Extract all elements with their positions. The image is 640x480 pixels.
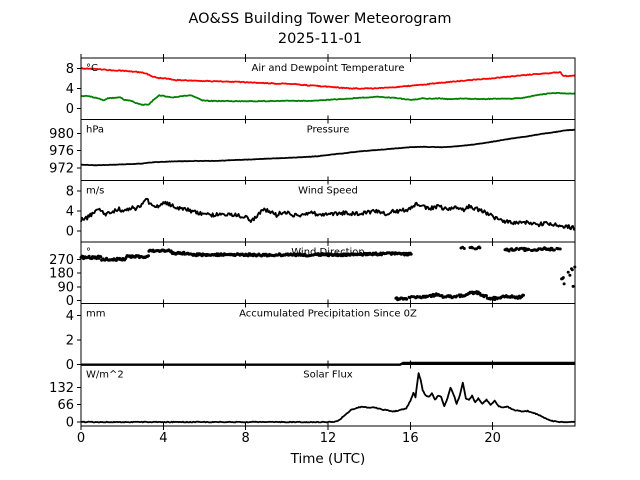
x-tick-label: 8 [242, 431, 250, 446]
series-pressure [81, 128, 576, 167]
panel-title-wind-direction: Wind Direction [291, 247, 365, 258]
panel-title-pressure: Pressure [307, 124, 350, 135]
y-tick-label: 0 [66, 224, 74, 239]
panel-unit-pressure: hPa [86, 124, 104, 135]
y-tick-label: 66 [57, 398, 74, 413]
y-tick-label: 90 [57, 280, 74, 295]
y-tick-label: 8 [66, 62, 74, 77]
x-axis-label: Time (UTC) [290, 451, 366, 467]
x-tick-label: 0 [77, 431, 85, 446]
y-tick-label: 976 [49, 144, 74, 159]
y-tick-label: 2 [66, 334, 74, 349]
panel-title-precipitation: Accumulated Precipitation Since 0Z [239, 308, 417, 319]
y-tick-label: 4 [66, 82, 74, 97]
panel-unit-wind-direction: ° [86, 247, 91, 258]
panel-unit-temperature: °C [86, 63, 98, 74]
y-tick-label: 270 [49, 253, 74, 268]
y-tick-label: 4 [66, 309, 74, 324]
panel-title-wind-speed: Wind Speed [298, 186, 358, 197]
series-dewpoint-temperature [80, 92, 576, 106]
y-tick-label: 0 [66, 358, 74, 373]
figure-title: AO&SS Building Tower Meteorogram [188, 11, 452, 27]
x-tick-label: 16 [402, 431, 419, 446]
panel-unit-solar-flux: W/m^2 [86, 370, 124, 381]
series-wind-speed [80, 197, 576, 231]
x-tick-label: 12 [320, 431, 337, 446]
y-tick-label: 0 [66, 102, 74, 117]
y-tick-label: 980 [49, 127, 74, 142]
y-tick-label: 972 [49, 161, 74, 176]
y-tick-label: 0 [66, 416, 74, 431]
series-wind-direction-dots [79, 245, 577, 302]
y-tick-label: 0 [66, 294, 74, 309]
panel-title-solar-flux: Solar Flux [303, 370, 353, 381]
panel-title-temperature: Air and Dewpoint Temperature [252, 63, 405, 74]
x-tick-label: 4 [159, 431, 167, 446]
y-tick-label: 8 [66, 184, 74, 199]
y-tick-label: 132 [49, 381, 74, 396]
series-air-temperature [80, 67, 576, 90]
panel-wind-direction [77, 241, 577, 304]
panel-unit-precipitation: mm [86, 308, 105, 319]
x-tick-label: 20 [484, 431, 501, 446]
y-tick-label: 180 [49, 267, 74, 282]
panel-unit-wind-speed: m/s [86, 186, 104, 197]
y-tick-label: 4 [66, 204, 74, 219]
figure-date: 2025-11-01 [277, 31, 363, 47]
